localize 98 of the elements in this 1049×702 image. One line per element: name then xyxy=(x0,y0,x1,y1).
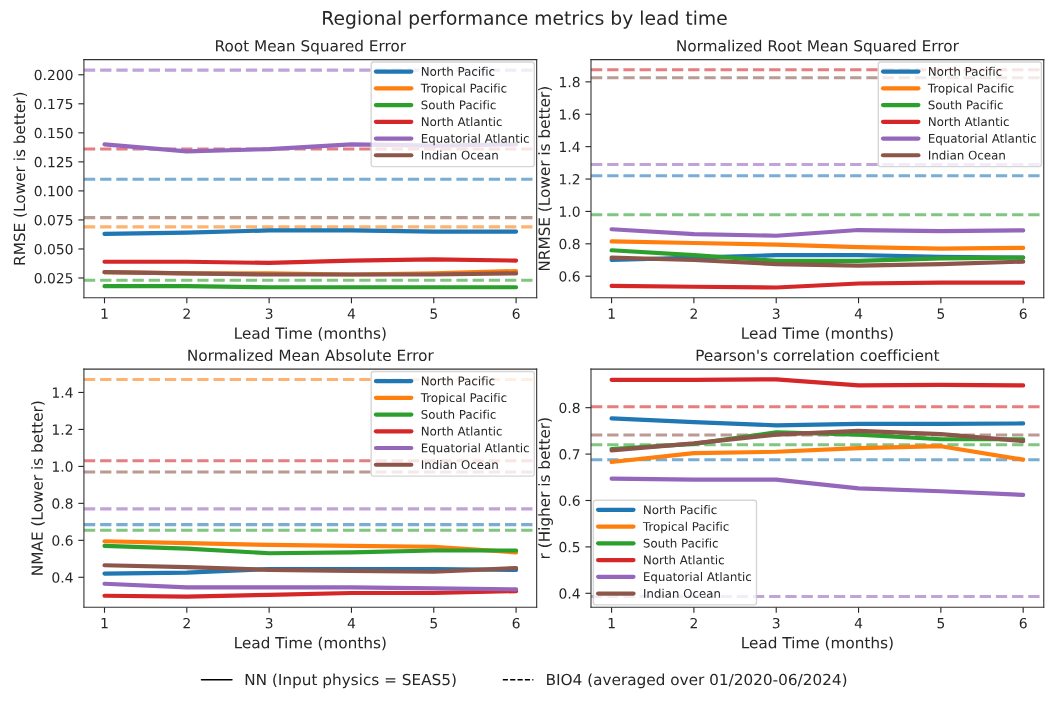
x-axis-title: Lead Time (months) xyxy=(235,636,386,651)
y-tick-label: 0.100 xyxy=(34,185,73,197)
x-tick-label: 5 xyxy=(937,308,945,319)
y-axis-title: NRMSE (Lower is better) xyxy=(538,87,552,271)
x-tick-label: 6 xyxy=(512,308,520,319)
x-tick-label: 3 xyxy=(772,308,780,319)
x-tick-label: 6 xyxy=(1019,308,1027,319)
x-tick-label: 3 xyxy=(265,617,273,629)
y-tick-label: 1.6 xyxy=(560,109,580,120)
legend-label: South Pacific xyxy=(421,409,496,419)
x-tick-label: 4 xyxy=(347,308,356,319)
chart-title: Root Mean Squared Error xyxy=(216,39,407,55)
legend-label: Equatorial Atlantic xyxy=(644,571,752,584)
y-tick-label: 0.8 xyxy=(559,402,580,414)
legend-label: Indian Ocean xyxy=(644,588,720,598)
line-series xyxy=(609,227,1026,238)
line-series xyxy=(609,239,1026,251)
legend-label: South Pacific xyxy=(421,100,496,110)
text: NN (Input physics = SEAS5) xyxy=(245,673,456,689)
x-tick-label: 4 xyxy=(854,308,863,319)
x-tick-label: 1 xyxy=(101,308,108,319)
y-tick-label: 0.125 xyxy=(34,156,73,168)
legend-label: Indian Ocean xyxy=(421,150,498,160)
x-tick-label: 4 xyxy=(347,618,356,629)
y-tick-label: 0.075 xyxy=(34,214,73,226)
x-tick-label: 1 xyxy=(101,618,108,629)
legend-label: North Pacific xyxy=(421,66,495,76)
line-series xyxy=(609,248,1026,263)
y-tick-label: 0.6 xyxy=(559,495,580,506)
y-tick-label: 0.5 xyxy=(559,541,580,553)
y-tick-label: 1.0 xyxy=(560,206,580,217)
y-tick-label: 1.8 xyxy=(560,76,580,88)
x-tick-label: 2 xyxy=(183,617,190,629)
x-axis-title: Lead Time (months) xyxy=(742,327,893,341)
y-tick-label: 0.200 xyxy=(34,69,73,81)
y-axis-title: r (Higher is better) xyxy=(538,418,553,559)
legend-label: Equatorial Atlantic xyxy=(421,443,529,455)
x-tick-label: 5 xyxy=(430,308,437,319)
y-tick-label: 1.4 xyxy=(560,141,580,152)
legend-label: Tropical Pacific xyxy=(927,83,1014,95)
y-tick-label: 0.050 xyxy=(34,243,73,255)
line-series xyxy=(102,543,519,556)
x-tick-label: 3 xyxy=(265,308,273,319)
x-tick-label: 6 xyxy=(512,617,520,629)
x-axis-title: Lead Time (months) xyxy=(235,327,386,341)
line-series xyxy=(609,255,1026,268)
legend-label: Tropical Pacific xyxy=(420,392,507,405)
x-tick-label: 2 xyxy=(183,308,190,319)
y-tick-label: 0.4 xyxy=(559,588,580,599)
legend-label: South Pacific xyxy=(928,100,1003,110)
y-tick-label: 0.6 xyxy=(52,535,73,546)
legend-label: North Pacific xyxy=(929,66,1002,76)
legend-label: North Atlantic xyxy=(421,116,502,127)
line-series xyxy=(609,476,1026,498)
line-series xyxy=(609,377,1026,388)
legend-label: North Atlantic xyxy=(644,555,724,565)
chart-title: Normalized Mean Absolute Error xyxy=(188,349,434,362)
legend-label: South Pacific xyxy=(643,538,718,548)
y-tick-label: 1.2 xyxy=(560,174,580,185)
x-tick-label: 1 xyxy=(608,308,615,319)
chart-title: Pearson's correlation coefficient xyxy=(696,349,940,362)
legend-label: North Atlantic xyxy=(929,116,1009,127)
y-tick-label: 0.8 xyxy=(559,238,580,250)
x-axis-title: Lead Time (months) xyxy=(742,636,893,651)
legend-label: Tropical Pacific xyxy=(420,83,507,95)
y-tick-label: 1.2 xyxy=(52,424,73,435)
legend-label: North Pacific xyxy=(421,376,495,386)
text: BIO4 (averaged over 01/2020-06/2024) xyxy=(547,673,847,689)
y-tick-label: 0.7 xyxy=(559,449,580,460)
y-tick-label: 0.6 xyxy=(559,271,580,282)
legend-label: Equatorial Atlantic xyxy=(929,133,1036,146)
x-tick-label: 1 xyxy=(608,618,615,629)
x-tick-label: 3 xyxy=(772,617,780,629)
text: Regional performance metrics by lead time xyxy=(323,10,727,29)
x-tick-label: 2 xyxy=(690,308,697,319)
legend-label: Indian Ocean xyxy=(421,459,498,470)
y-axis-title: NMAE (Lower is better) xyxy=(31,401,45,575)
y-axis-title: RMSE (Lower is better) xyxy=(13,92,28,265)
legend-label: Equatorial Atlantic xyxy=(421,133,529,146)
y-tick-label: 1.4 xyxy=(52,387,73,398)
x-tick-label: 6 xyxy=(1019,617,1027,629)
y-tick-label: 0.150 xyxy=(34,127,73,139)
x-tick-label: 2 xyxy=(690,617,697,629)
line-series xyxy=(609,444,1026,465)
y-tick-label: 1.0 xyxy=(52,461,73,472)
y-tick-label: 0.4 xyxy=(52,572,73,583)
legend-label: North Atlantic xyxy=(421,426,502,436)
line-series xyxy=(609,416,1026,428)
y-tick-label: 0.8 xyxy=(52,498,73,509)
x-tick-label: 4 xyxy=(854,618,863,629)
x-tick-label: 5 xyxy=(430,618,437,629)
chart-title: Normalized Root Mean Squared Error xyxy=(677,39,959,55)
legend-label: Indian Ocean xyxy=(929,150,1005,160)
legend-label: North Pacific xyxy=(644,505,717,515)
legend-label: Tropical Pacific xyxy=(642,521,729,534)
x-tick-label: 5 xyxy=(937,618,945,629)
y-tick-label: 0.175 xyxy=(34,98,73,110)
y-tick-label: 0.025 xyxy=(34,272,73,284)
